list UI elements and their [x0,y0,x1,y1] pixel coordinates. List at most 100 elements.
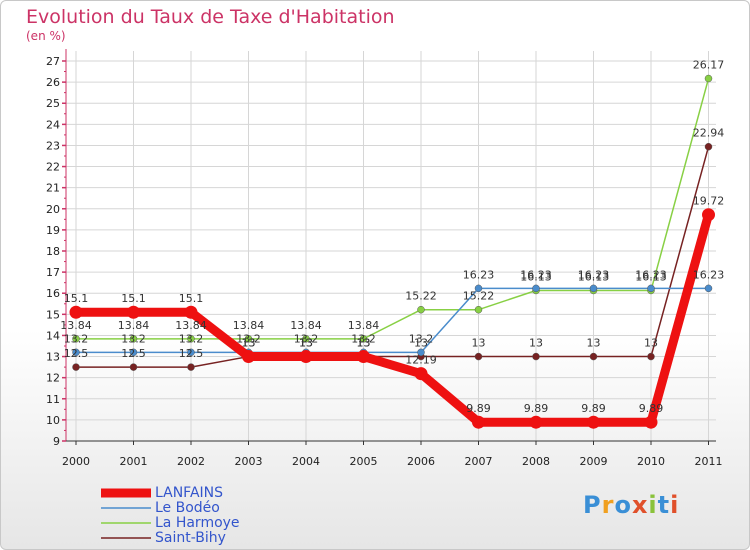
data-label: 12.19 [405,354,437,367]
x-tick-label: 2011 [695,455,723,468]
y-tick-label: 22 [46,161,60,174]
axes: 9 10 11 12 13 14 15 16 17 18 19 20 21 22 23 24 25 26 27 200… [46,49,723,468]
data-label: 13.2 [294,332,319,345]
series-line-saint-bihy [75,145,710,368]
data-label: 13 [357,337,371,350]
legend-item-saint-bihy: Saint-Bihy [101,529,240,546]
x-tick-label: 2004 [292,455,320,468]
data-point [72,335,80,343]
legend-label-le-bodeo: Le Bodéo [155,499,220,516]
data-point [127,305,140,319]
y-tick-label: 11 [46,393,60,406]
data-point [704,142,713,151]
data-label: 15.1 [179,292,204,305]
data-label: 13 [357,337,371,350]
data-label: 15.1 [121,292,146,305]
data-label: 13.84 [175,319,207,332]
logo-letter: P [583,491,602,519]
y-tick-label: 27 [46,55,60,68]
data-point [587,415,600,429]
data-label: 13 [242,337,256,350]
x-tick-label: 2010 [637,455,665,468]
data-point [129,348,138,357]
data-label: 9.89 [581,402,606,415]
data-point [472,415,485,429]
data-point [72,363,80,371]
y-tick-label: 15 [46,308,60,321]
data-label: 15.22 [463,290,495,303]
data-point [187,335,195,343]
data-label: 16.23 [635,268,667,281]
legend-swatch-saint-bihy [101,536,151,539]
data-point [129,363,138,371]
x-tick-label: 2007 [465,455,493,468]
data-point [474,284,483,293]
y-tick-label: 18 [46,245,60,258]
data-label: 16.13 [578,270,610,283]
series-line-la-harmoye [75,77,710,340]
line-chart: 9 10 11 12 13 14 15 16 17 18 19 20 21 22 23 24 25 26 27 200… [46,49,724,468]
data-point [704,74,713,83]
data-label: 19.72 [693,195,725,208]
data-point [414,367,428,381]
legend-item-le-bodeo: Le Bodéo [101,499,240,516]
proxiti-logo: Proxiti [583,491,679,519]
data-label: 13.2 [179,332,204,345]
data-label: 16.23 [578,268,610,281]
data-point [532,352,540,361]
data-point [704,284,713,293]
data-label: 22.94 [693,127,725,140]
data-label: 9.89 [524,402,549,415]
data-label: 26.17 [693,59,725,72]
y-tick-label: 21 [46,182,60,195]
y-tick-label: 14 [46,329,60,342]
x-tick-label: 2006 [407,455,435,468]
logo-letter: t [657,491,671,519]
y-tick-label: 19 [46,224,60,237]
data-point [357,350,370,364]
legend-swatch-lanfains [101,488,151,497]
series-line-le-bod-o [75,287,710,354]
data-label: 16.23 [463,268,495,281]
data-labels: 15.1 15.1 15.1 13 13 13 12.19 9.89 9.89 9.89 9.89 1… [60,59,724,416]
data-label: 13.84 [60,319,92,332]
data-point [417,305,425,314]
data-label: 13 [644,337,658,350]
data-point [474,352,483,361]
data-point [244,335,253,343]
chart-subtitle: (en %) [26,29,66,43]
data-label: 16.23 [520,268,552,281]
x-tick-label: 2009 [580,455,608,468]
data-point [474,305,483,314]
data-point [299,350,313,364]
data-point [647,284,655,293]
data-point [589,284,598,293]
legend-item-la-harmoye: La Harmoye [101,514,240,531]
data-label: 9.89 [639,402,664,415]
y-tick-label: 20 [46,203,60,216]
data-point [647,352,655,361]
data-label: 15.1 [64,292,89,305]
y-tick-label: 17 [46,266,60,279]
legend-label-la-harmoye: La Harmoye [155,514,240,531]
data-label: 9.89 [466,402,491,415]
data-label: 16.13 [520,270,552,283]
y-tick-label: 26 [46,76,60,89]
data-point [187,348,195,357]
data-label: 13.84 [118,319,150,332]
data-label: 13.2 [236,332,261,345]
x-tick-label: 2002 [177,455,205,468]
data-point [302,335,310,343]
logo-letter: i [670,491,680,519]
legend-label-lanfains: LANFAINS [155,484,224,501]
data-point [242,350,255,364]
data-point [532,284,540,293]
legend-label-saint-bihy: Saint-Bihy [155,529,226,546]
y-tick-label: 24 [46,118,60,131]
y-tick-label: 23 [46,139,60,152]
y-tick-label: 9 [53,435,60,448]
logo-letter: i [648,491,658,519]
grid-lines [66,51,716,442]
logo-letter: x [631,491,649,519]
